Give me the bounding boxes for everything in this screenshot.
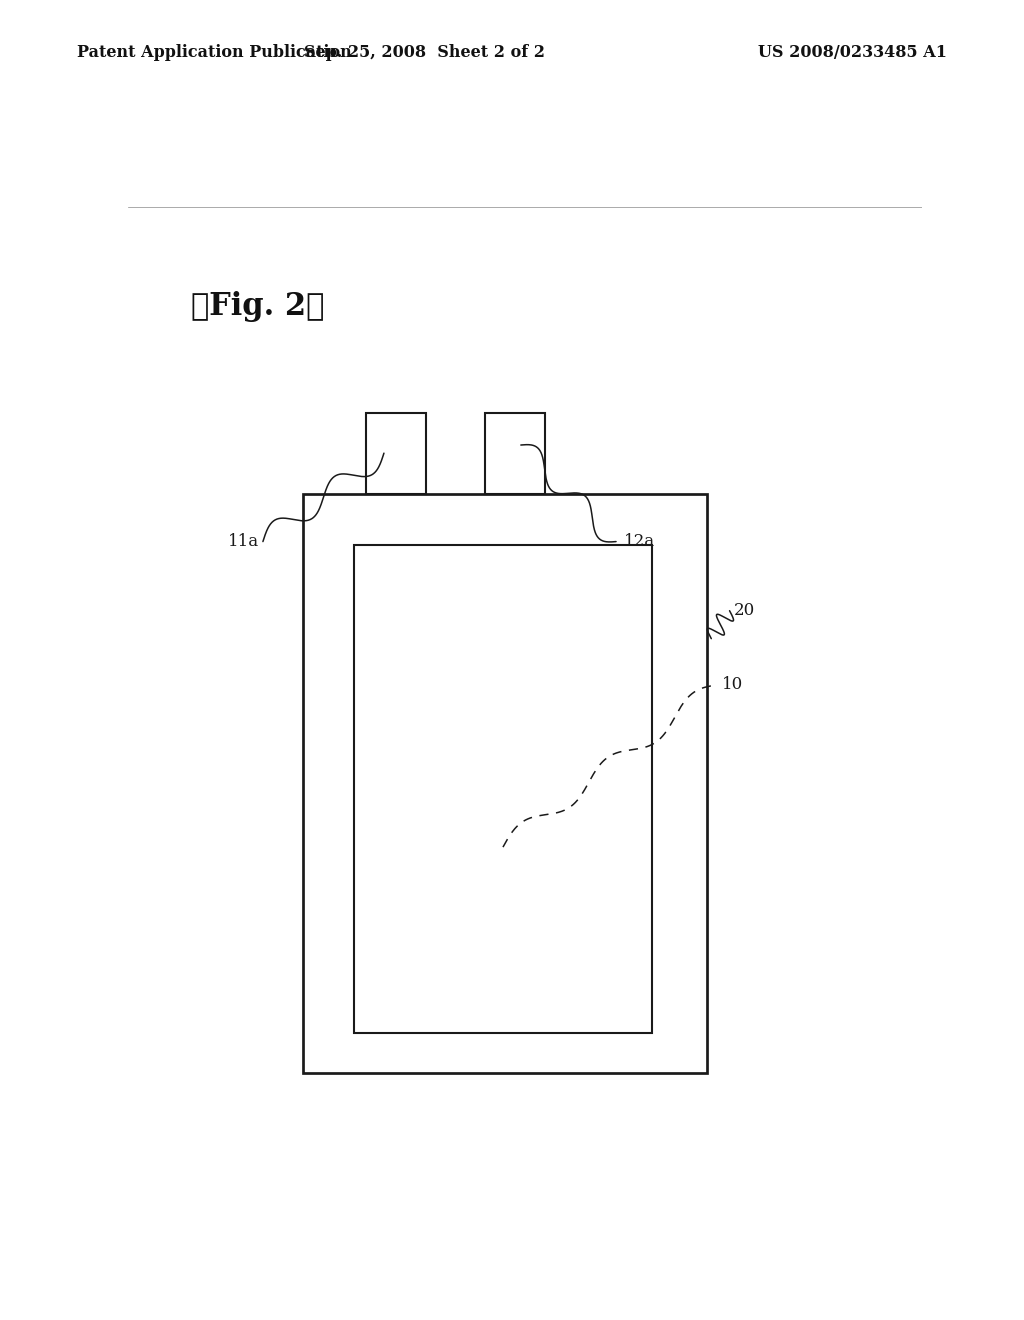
Text: Sep. 25, 2008  Sheet 2 of 2: Sep. 25, 2008 Sheet 2 of 2 <box>304 45 546 61</box>
Text: 12a: 12a <box>624 533 655 550</box>
Bar <box>367 413 426 494</box>
Bar <box>354 545 651 1032</box>
Bar <box>485 413 545 494</box>
Text: 10: 10 <box>722 676 742 693</box>
Text: 20: 20 <box>733 602 755 619</box>
Text: Patent Application Publication: Patent Application Publication <box>77 45 351 61</box>
Text: 11a: 11a <box>227 533 259 550</box>
Text: US 2008/0233485 A1: US 2008/0233485 A1 <box>758 45 947 61</box>
Text: 『Fig. 2』: 『Fig. 2』 <box>191 292 325 322</box>
Bar <box>303 494 708 1073</box>
